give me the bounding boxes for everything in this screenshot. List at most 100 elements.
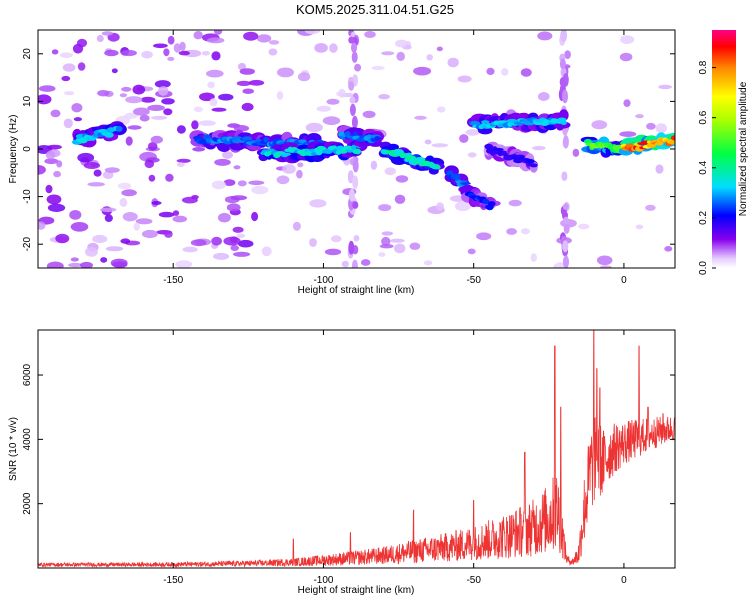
snr-x-tick-label: -150 — [163, 575, 183, 586]
spectrogram-speckle — [316, 105, 331, 112]
colorbar-tick-label: 0.6 — [698, 110, 709, 124]
spectrogram-speckle — [148, 174, 156, 182]
spectrogram-band-blob — [348, 81, 355, 91]
spectrogram-speckle — [211, 107, 227, 112]
spectrogram-ridge-core — [560, 120, 567, 126]
spectrogram-speckle — [158, 86, 169, 96]
spectrogram-speckle — [87, 182, 105, 187]
spectrogram-speckle — [50, 109, 61, 118]
spectrogram-speckle — [292, 221, 301, 231]
spectrogram-y-tick-label: -20 — [22, 237, 33, 252]
spectrogram-speckle — [53, 170, 61, 178]
spectrogram-ridge-core — [487, 201, 496, 207]
spectrogram-speckle — [506, 228, 517, 235]
spectrogram-speckle — [135, 218, 153, 225]
spectrogram-speckle — [151, 115, 168, 120]
spectrogram-speckle — [395, 39, 408, 48]
spectrogram-speckle — [167, 35, 175, 45]
colorbar-tick-label: 0.2 — [698, 211, 709, 225]
spectrogram-speckle — [530, 253, 537, 262]
spectrogram-ridge-core — [281, 152, 292, 156]
spectrogram-speckle — [424, 260, 433, 266]
spectrogram-speckle — [218, 212, 231, 223]
spectrogram-speckle — [324, 248, 342, 256]
colorbar-tick-label: 0.8 — [698, 60, 709, 74]
spectrogram-speckle — [362, 110, 376, 119]
snr-y-tick-label: 2000 — [22, 492, 33, 515]
spectrogram-speckle — [378, 252, 386, 257]
spectrogram-speckle — [322, 116, 341, 126]
spectrogram-x-tick-label: -100 — [313, 275, 333, 286]
spectrogram-speckle — [230, 195, 248, 201]
spectrogram-speckle — [394, 243, 406, 254]
spectrogram-speckle — [390, 238, 405, 243]
spectrogram-speckle — [261, 246, 272, 257]
spectrogram-speckle — [371, 65, 385, 71]
spectrogram-speckle — [564, 50, 571, 59]
spectrogram-band-blob — [560, 30, 567, 42]
spectrogram-speckle — [47, 144, 62, 150]
spectrogram-speckle — [242, 88, 254, 94]
spectrogram-speckle — [55, 233, 70, 244]
spectrogram-speckle — [646, 122, 656, 130]
spectrogram-speckle — [77, 62, 86, 71]
spectrogram-speckle — [501, 68, 509, 76]
spectrogram-speckle — [127, 125, 142, 130]
spectrogram-speckle — [437, 106, 446, 113]
spectrogram-speckle — [59, 52, 73, 58]
spectrogram-speckle — [68, 262, 83, 268]
spectrogram-y-ticks: -20 -10 0 10 20 — [22, 48, 675, 252]
spectrogram-band-blob — [347, 170, 354, 184]
snr-y-tick-label: 6000 — [22, 363, 33, 386]
spectrogram-band-blob — [351, 115, 358, 129]
spectrogram-speckle — [44, 158, 59, 165]
spectrogram-speckle — [93, 169, 102, 177]
colorbar-label: Normalized spectral amplitude — [738, 81, 749, 216]
spectrogram-speckle — [395, 175, 409, 183]
spectrogram-speckle — [201, 51, 210, 56]
spectrogram-speckle — [112, 261, 128, 268]
spectrogram-speckle — [182, 246, 198, 253]
spectrogram-speckle — [276, 91, 284, 100]
spectrogram-speckle — [233, 125, 250, 132]
spectrogram-speckle — [304, 30, 321, 35]
spectrogram-speckle — [635, 114, 644, 119]
spectrogram-speckle — [623, 99, 631, 107]
spectrogram-ridge-core — [344, 131, 351, 137]
spectrogram-x-tick-label: 0 — [621, 275, 627, 286]
spectrogram-ridge-core — [415, 157, 426, 163]
spectrogram-speckle — [199, 92, 215, 102]
spectrogram-speckle — [436, 46, 443, 52]
spectrogram-speckle — [139, 114, 150, 122]
spectrogram-speckle — [596, 255, 613, 266]
spectrogram-speckle — [396, 51, 406, 62]
spectrogram-ridge-core — [524, 122, 535, 126]
spectrogram-speckle — [46, 261, 64, 268]
spectrogram-band-blob — [563, 216, 569, 226]
spectrogram-ridge-core — [670, 135, 675, 141]
spectrogram-band-blob — [562, 240, 569, 253]
spectrogram-speckle — [63, 91, 75, 96]
spectrogram-ridge-core — [351, 144, 357, 150]
spectrogram-speckle — [218, 93, 234, 101]
spectrogram-y-tick-label: 20 — [22, 48, 33, 60]
spectrogram-speckle — [381, 231, 394, 236]
spectrogram-speckle — [619, 131, 637, 138]
spectrogram-speckle — [198, 120, 216, 126]
spectrogram-speckle — [297, 162, 304, 168]
spectrogram-speckle — [211, 236, 223, 246]
spectrogram-ridge-core — [493, 147, 504, 152]
spectrogram-speckle — [153, 43, 168, 49]
spectrogram-speckle — [223, 236, 241, 246]
spectrogram-ridge-core — [530, 163, 538, 168]
spectrogram-speckle — [476, 232, 492, 241]
spectrogram-speckle — [431, 143, 449, 148]
spectrogram-speckle — [248, 79, 265, 86]
spectrogram-speckle — [338, 88, 346, 98]
spectrogram-speckle — [161, 98, 175, 105]
spectrogram-speckle — [38, 165, 46, 175]
spectrogram-speckle — [70, 222, 89, 232]
spectrogram-speckle — [125, 96, 143, 104]
